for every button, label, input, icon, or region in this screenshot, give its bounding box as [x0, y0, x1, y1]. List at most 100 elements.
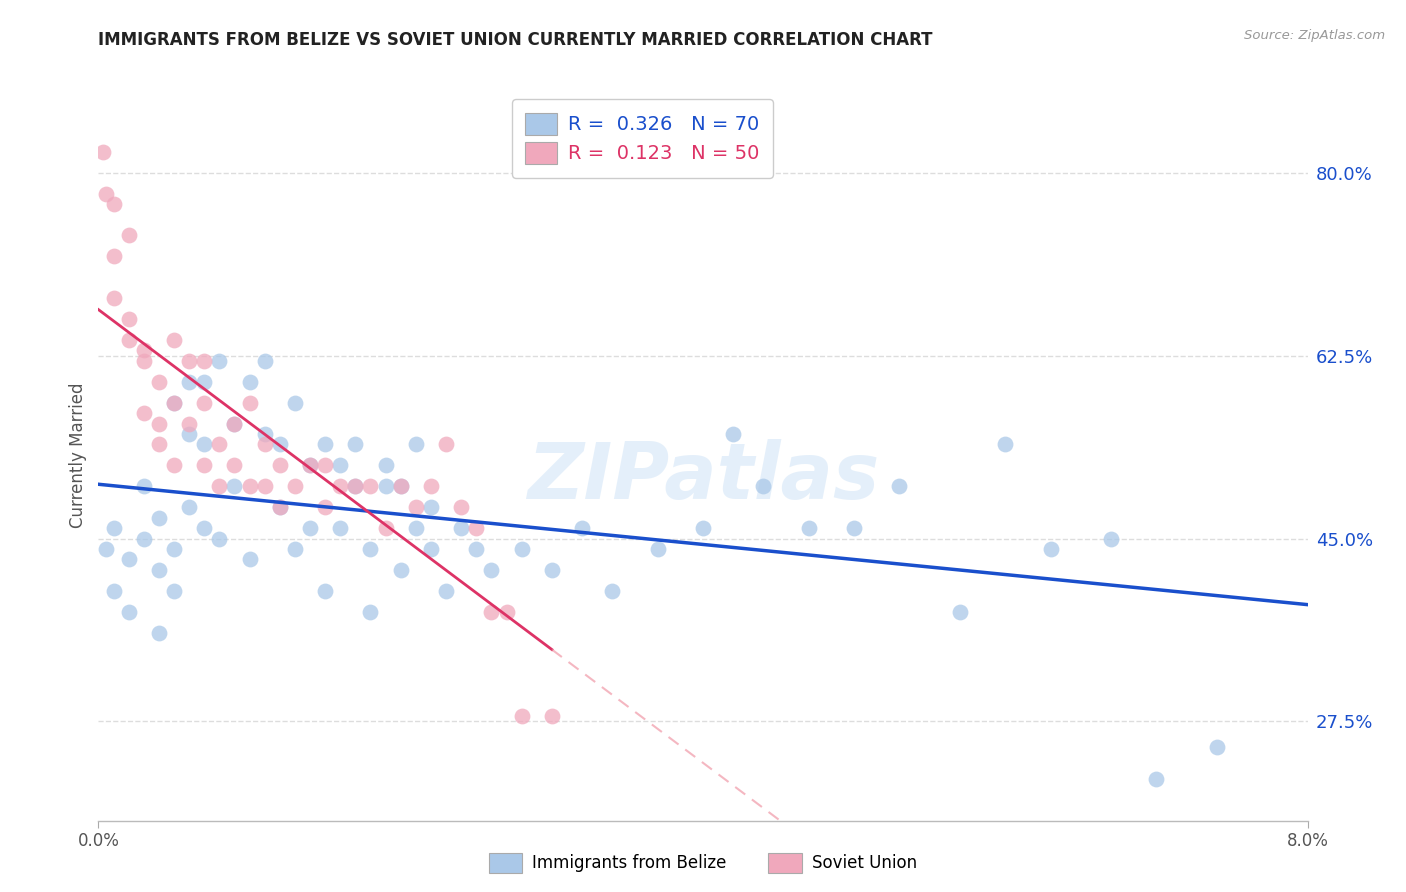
Point [179, 500, 201, 515]
Point [299, 458, 322, 473]
Point [208, 479, 231, 493]
Legend: R =  0.326   N = 70, R =  0.123   N = 50: R = 0.326 N = 70, R = 0.123 N = 50 [512, 99, 773, 178]
Point [752, 479, 775, 493]
Legend: Immigrants from Belize, Soviet Union: Immigrants from Belize, Soviet Union [482, 847, 924, 880]
Point [1099, 532, 1122, 546]
Point [148, 375, 170, 389]
Point [208, 437, 231, 451]
Point [193, 521, 215, 535]
Point [269, 500, 291, 515]
Point [949, 605, 972, 619]
Text: ZIPatlas: ZIPatlas [527, 439, 879, 515]
Point [179, 375, 201, 389]
Point [132, 532, 155, 546]
Point [239, 375, 262, 389]
Point [193, 395, 215, 409]
Point [994, 437, 1017, 451]
Point [420, 541, 443, 556]
Point [208, 532, 231, 546]
Point [314, 500, 336, 515]
Point [299, 521, 322, 535]
Point [434, 583, 457, 598]
Point [450, 521, 472, 535]
Point [510, 709, 533, 723]
Point [253, 437, 276, 451]
Point [132, 354, 155, 368]
Point [692, 521, 714, 535]
Point [224, 479, 246, 493]
Point [253, 479, 276, 493]
Point [163, 395, 186, 409]
Point [420, 479, 443, 493]
Point [94, 186, 117, 201]
Point [314, 437, 336, 451]
Point [224, 417, 246, 431]
Point [602, 583, 624, 598]
Point [481, 563, 503, 577]
Point [148, 417, 170, 431]
Point [405, 437, 427, 451]
Point [118, 228, 141, 243]
Point [405, 521, 427, 535]
Y-axis label: Currently Married: Currently Married [69, 382, 87, 528]
Point [94, 541, 117, 556]
Point [571, 521, 593, 535]
Point [889, 479, 911, 493]
Point [374, 521, 396, 535]
Point [103, 249, 125, 263]
Point [193, 375, 215, 389]
Point [374, 479, 396, 493]
Point [208, 354, 231, 368]
Point [253, 354, 276, 368]
Point [344, 479, 367, 493]
Point [329, 521, 352, 535]
Point [465, 521, 488, 535]
Point [434, 437, 457, 451]
Point [132, 479, 155, 493]
Point [389, 563, 412, 577]
Point [193, 458, 215, 473]
Point [314, 458, 336, 473]
Point [269, 458, 291, 473]
Point [420, 500, 443, 515]
Point [269, 500, 291, 515]
Point [239, 552, 262, 566]
Point [723, 427, 745, 442]
Point [132, 343, 155, 358]
Point [329, 458, 352, 473]
Point [103, 521, 125, 535]
Text: IMMIGRANTS FROM BELIZE VS SOVIET UNION CURRENTLY MARRIED CORRELATION CHART: IMMIGRANTS FROM BELIZE VS SOVIET UNION C… [98, 31, 934, 49]
Point [329, 479, 352, 493]
Point [1039, 541, 1062, 556]
Point [284, 395, 307, 409]
Point [163, 458, 186, 473]
Point [405, 500, 427, 515]
Point [495, 605, 517, 619]
Point [360, 479, 382, 493]
Point [647, 541, 669, 556]
Point [844, 521, 866, 535]
Point [179, 427, 201, 442]
Point [1146, 772, 1168, 786]
Point [103, 291, 125, 305]
Point [314, 583, 336, 598]
Point [118, 605, 141, 619]
Point [1206, 740, 1229, 755]
Point [344, 437, 367, 451]
Point [540, 563, 562, 577]
Point [239, 395, 262, 409]
Point [269, 437, 291, 451]
Point [360, 541, 382, 556]
Point [299, 458, 322, 473]
Point [118, 333, 141, 347]
Point [284, 541, 307, 556]
Point [389, 479, 412, 493]
Point [193, 437, 215, 451]
Point [132, 406, 155, 420]
Point [163, 333, 186, 347]
Point [118, 312, 141, 326]
Point [103, 583, 125, 598]
Point [148, 625, 170, 640]
Point [510, 541, 533, 556]
Point [360, 605, 382, 619]
